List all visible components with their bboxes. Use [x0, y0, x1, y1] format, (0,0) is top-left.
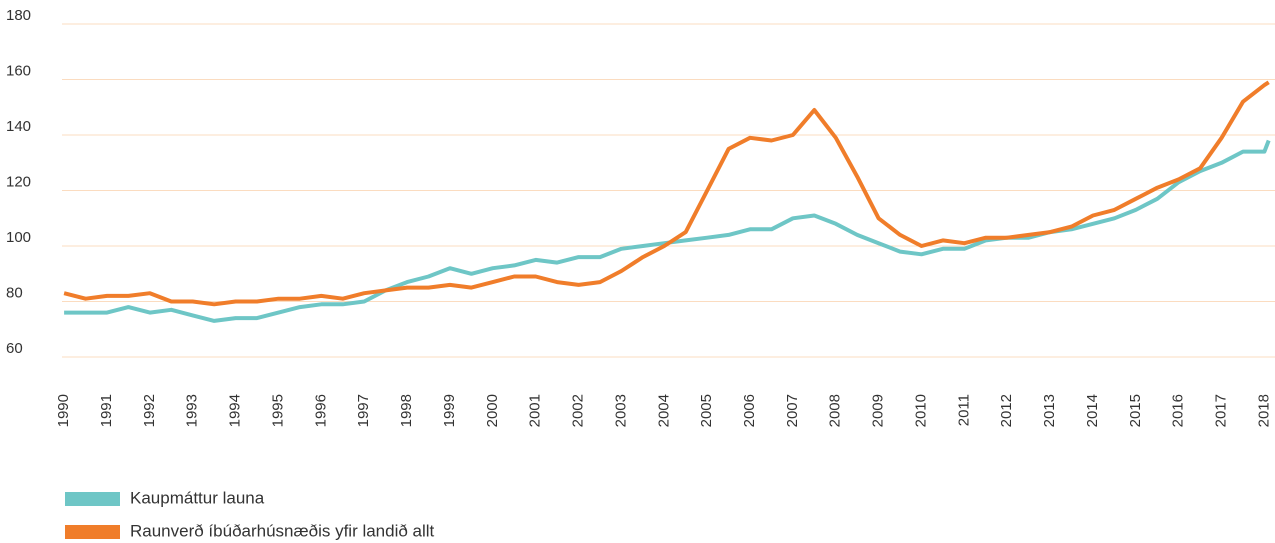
legend-swatch	[65, 492, 120, 506]
y-tick-label: 180	[6, 7, 31, 24]
x-tick-label: 2017	[1213, 394, 1230, 427]
x-tick-label: 2003	[612, 394, 629, 427]
y-tick-label: 60	[6, 340, 23, 357]
x-tick-label: 1994	[227, 394, 244, 427]
x-tick-label: 2018	[1255, 394, 1272, 427]
y-tick-label: 160	[6, 62, 31, 79]
x-tick-label: 2010	[912, 394, 929, 427]
x-tick-label: 1993	[184, 394, 201, 427]
x-tick-label: 1995	[269, 394, 286, 427]
x-tick-label: 2002	[570, 394, 587, 427]
y-tick-label: 120	[6, 173, 31, 190]
x-tick-label: 2011	[955, 394, 972, 426]
x-tick-label: 2012	[998, 394, 1015, 427]
x-tick-label: 1999	[441, 394, 458, 427]
x-tick-label: 2015	[1127, 394, 1144, 427]
x-tick-label: 2016	[1170, 394, 1187, 427]
x-tick-label: 1998	[398, 394, 415, 427]
legend-swatch	[65, 525, 120, 539]
x-tick-label: 2000	[484, 394, 501, 427]
x-tick-label: 1991	[98, 394, 115, 427]
x-tick-label: 1997	[355, 394, 372, 427]
x-tick-label: 2008	[827, 394, 844, 427]
y-tick-label: 100	[6, 229, 31, 246]
x-tick-label: 2007	[784, 394, 801, 427]
legend-label: Raunverð íbúðarhúsnæðis yfir landið allt	[130, 521, 435, 540]
x-tick-label: 2001	[527, 394, 544, 427]
legend-label: Kaupmáttur launa	[130, 488, 265, 507]
line-series	[63, 80, 1270, 307]
x-tick-label: 2014	[1084, 394, 1101, 427]
line-series	[64, 139, 1271, 323]
x-tick-label: 1990	[55, 394, 72, 427]
x-tick-label: 2009	[870, 394, 887, 427]
x-tick-label: 2004	[655, 394, 672, 427]
x-tick-label: 2013	[1041, 394, 1058, 427]
y-tick-label: 140	[6, 118, 31, 135]
x-tick-label: 1992	[141, 394, 158, 427]
x-tick-label: 1996	[312, 394, 329, 427]
y-tick-label: 80	[6, 284, 23, 301]
x-tick-label: 2006	[741, 394, 758, 427]
x-tick-label: 2005	[698, 394, 715, 427]
